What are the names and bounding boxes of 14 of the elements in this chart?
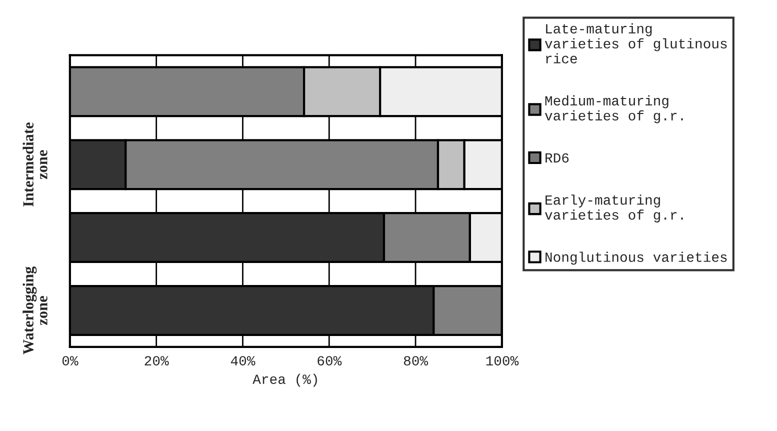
x-tick-label: 0%	[62, 356, 78, 366]
legend-label: Late-maturing varieties of glutinous rice	[544, 23, 727, 64]
legend-label: Early-maturing varieties of g.r.	[544, 194, 683, 222]
y-tick-label: Waterlogging zone	[22, 266, 48, 354]
x-tick-label: 60%	[318, 356, 342, 366]
legend-label: Nonglutinous varieties	[546, 252, 727, 265]
x-tick-label: 40%	[230, 356, 256, 366]
x-tick-label: 20%	[144, 356, 169, 366]
x-tick-label: 80%	[404, 356, 428, 366]
legend-label: Medium-maturing varieties of g.r.	[544, 95, 683, 124]
x-axis-title: Area (%)	[252, 374, 317, 387]
y-tick-label: Intermediate zone	[22, 122, 48, 206]
x-tick-label: 100%	[486, 356, 519, 366]
legend-label: RD6	[546, 153, 569, 163]
